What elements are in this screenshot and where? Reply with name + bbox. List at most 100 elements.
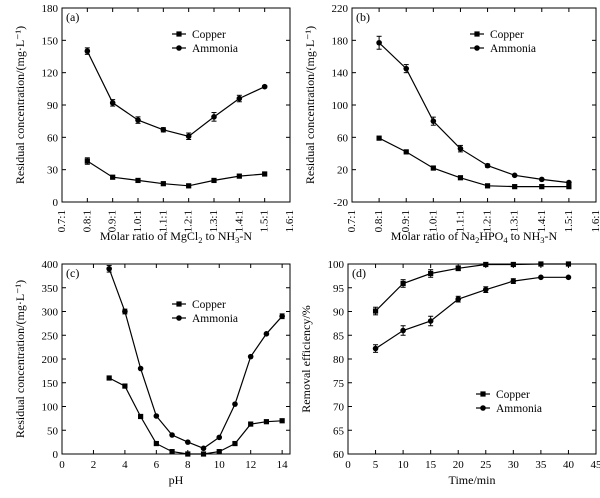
data-point xyxy=(169,449,175,455)
x-tick-label: 1.0:1 xyxy=(132,210,144,232)
data-point xyxy=(400,327,406,334)
data-point xyxy=(211,177,217,184)
y-tick-label: 85 xyxy=(333,330,345,342)
x-tick-label: 1.2:1 xyxy=(482,210,494,232)
data-point xyxy=(263,419,270,425)
data-point xyxy=(236,173,242,179)
y-tick-label: 50 xyxy=(47,425,59,437)
data-point xyxy=(160,126,167,133)
data-point xyxy=(279,313,285,320)
plot-frame xyxy=(347,263,597,455)
y-tick-label: 60 xyxy=(47,132,59,144)
data-point xyxy=(185,451,191,457)
series-line xyxy=(378,42,569,184)
legend-label: Copper xyxy=(496,389,530,401)
legend-label: Copper xyxy=(192,29,226,41)
x-tick-label: 0.9:1 xyxy=(400,210,412,232)
x-tick-label: 5 xyxy=(373,459,379,471)
data-point xyxy=(510,261,516,268)
data-point xyxy=(372,345,379,352)
data-point xyxy=(403,149,409,155)
x-tick-label: 0 xyxy=(345,459,351,471)
x-tick-label: 10 xyxy=(398,459,410,471)
data-point xyxy=(135,177,141,184)
x-tick-label: 1.4:1 xyxy=(536,210,548,232)
x-tick-label: 20 xyxy=(453,459,465,471)
data-point xyxy=(565,261,572,267)
data-point xyxy=(279,418,285,424)
chart-panel-4: 0 5 10 15 20 25 30 35 40 45 60 65 70 75 80 85 90 95 100 (d)… xyxy=(299,259,600,487)
y-tick-label: 250 xyxy=(42,330,59,342)
data-point xyxy=(539,184,545,190)
plot-frame xyxy=(61,7,291,203)
data-point xyxy=(262,171,268,177)
x-tick-label: 1.6:1 xyxy=(590,210,600,232)
legend-label: Ammonia xyxy=(192,313,238,325)
series-ammonia xyxy=(84,47,268,140)
y-tick-label: 150 xyxy=(42,378,59,390)
y-tick-label: 0 xyxy=(53,197,59,209)
data-point xyxy=(427,318,434,324)
series-line xyxy=(108,268,283,449)
legend-marker xyxy=(474,31,480,37)
x-tick-label: 1.5:1 xyxy=(259,210,271,232)
y-tick-label: 60 xyxy=(333,449,345,461)
legend-label: Copper xyxy=(192,299,226,311)
data-point xyxy=(232,440,238,447)
data-point xyxy=(430,165,436,171)
x-tick-label: 0.8:1 xyxy=(373,210,385,232)
y-tick-label: 90 xyxy=(47,100,59,112)
data-point xyxy=(566,179,572,186)
data-point xyxy=(457,145,464,152)
data-point xyxy=(482,286,489,293)
y-axis-title: Residual concentration/(mg·L⁻¹) xyxy=(13,280,27,438)
x-tick-label: 1.0:1 xyxy=(427,210,439,232)
series-line xyxy=(86,50,265,137)
data-point xyxy=(232,401,238,407)
data-point xyxy=(565,274,572,281)
data-point xyxy=(110,174,116,180)
y-tick-label: 30 xyxy=(47,165,59,177)
x-tick-label: 1.2:1 xyxy=(183,210,195,232)
data-point xyxy=(169,432,175,438)
data-point xyxy=(247,353,254,360)
y-axis-title: Residual concentration/(mg·L⁻¹) xyxy=(13,26,27,184)
legend: Copper Ammonia xyxy=(172,299,238,325)
data-point xyxy=(106,265,112,272)
y-tick-label: 100 xyxy=(332,100,349,112)
x-axis-title: Time/min xyxy=(449,473,496,487)
legend: Copper Ammonia xyxy=(172,29,238,55)
data-point xyxy=(153,413,160,419)
x-tick-label: 0 xyxy=(59,459,65,471)
x-tick-label: 12 xyxy=(245,459,256,471)
x-axis-title: Molar ratio of Na2HPO4 to NH3-N xyxy=(391,229,558,245)
x-tick-label: 25 xyxy=(480,459,492,471)
x-axis-title: pH xyxy=(169,473,184,487)
series-copper xyxy=(372,261,572,316)
x-tick-label: 0.7:1 xyxy=(346,210,358,232)
panel-label: (b) xyxy=(356,10,370,24)
data-point xyxy=(376,39,382,46)
panel-label: (d) xyxy=(352,266,366,280)
x-tick-label: 40 xyxy=(563,459,575,471)
data-point xyxy=(428,270,434,277)
series-ammonia xyxy=(106,264,285,452)
data-point xyxy=(160,181,166,187)
y-tick-label: 150 xyxy=(42,35,59,47)
y-tick-label: 0 xyxy=(53,449,59,461)
x-tick-label: 6 xyxy=(154,459,160,471)
data-point xyxy=(457,175,464,181)
y-tick-label: 70 xyxy=(333,402,345,414)
data-point xyxy=(138,413,144,420)
y-tick-label: 220 xyxy=(332,3,349,15)
data-point xyxy=(200,445,207,452)
data-point xyxy=(122,308,128,315)
x-tick-label: 8 xyxy=(185,459,191,471)
y-tick-label: 75 xyxy=(333,378,345,390)
x-tick-label: 1.4:1 xyxy=(233,210,245,232)
data-point xyxy=(216,449,222,455)
data-point xyxy=(248,421,254,427)
x-tick-label: 1.1:1 xyxy=(157,210,169,232)
y-tick-label: 80 xyxy=(333,354,345,366)
data-point xyxy=(186,183,192,189)
